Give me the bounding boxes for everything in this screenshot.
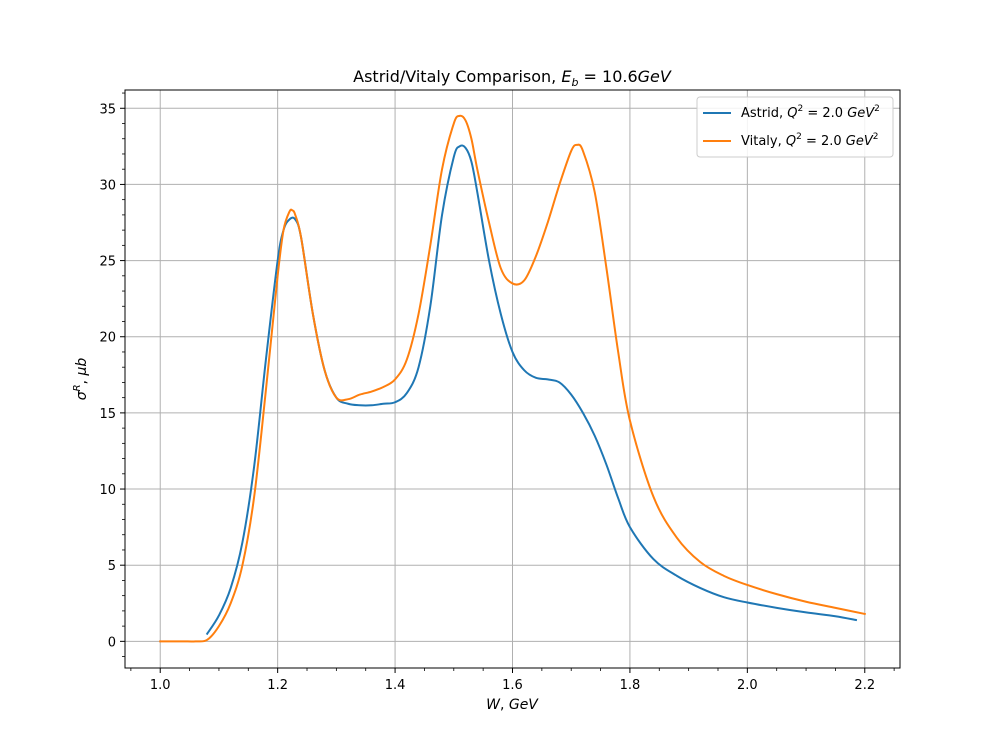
series-line-astrid: [205, 144, 858, 636]
y-tick-label: 15: [99, 407, 116, 422]
series-group: [159, 114, 866, 643]
legend-box: [696, 96, 894, 158]
legend-label-astrid: Astrid, Q2 = 2.0 GeV2: [741, 104, 880, 121]
series-line-vitaly: [159, 114, 866, 643]
grid: [125, 90, 900, 668]
x-tick-label: 1.2: [267, 678, 288, 693]
y-tick-label: 30: [99, 178, 116, 193]
axis-ticks: 1.0 1.2 1.4 1.6 1.8 2.0 2.2 0 5 10 15 20 25 30 35: [99, 92, 895, 693]
x-tick-label: 1.4: [385, 678, 406, 693]
y-axis-label: σR, μb: [72, 358, 90, 401]
x-tick-label: 1.0: [150, 678, 171, 693]
y-tick-label: 10: [99, 483, 116, 498]
chart-title: Astrid/Vitaly Comparison, Eb = 10.6GeV: [353, 67, 672, 89]
x-tick-label: 1.8: [620, 678, 641, 693]
y-tick-label: 20: [99, 331, 116, 346]
y-tick-label: 35: [99, 102, 116, 117]
y-tick-label: 0: [108, 635, 116, 650]
x-axis-label: W, GeV: [486, 697, 539, 713]
legend-label-vitaly: Vitaly, Q2 = 2.0 GeV2: [741, 132, 879, 149]
legend: Astrid, Q2 = 2.0 GeV2 Vitaly, Q2 = 2.0 G…: [696, 96, 894, 158]
x-tick-label: 2.0: [737, 678, 758, 693]
x-tick-label: 2.2: [854, 678, 875, 693]
y-tick-label: 5: [108, 559, 116, 574]
y-tick-label: 25: [99, 255, 116, 270]
x-tick-label: 1.6: [502, 678, 523, 693]
